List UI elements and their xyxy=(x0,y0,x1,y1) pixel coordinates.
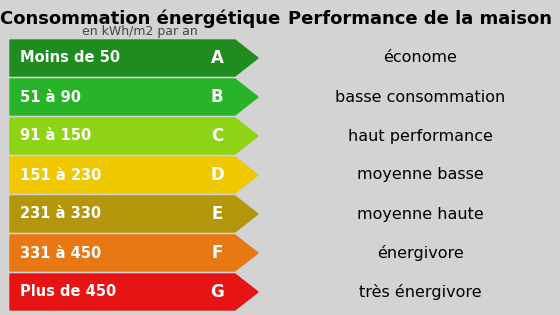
Polygon shape xyxy=(10,157,258,193)
Polygon shape xyxy=(10,274,258,310)
Text: Performance de la maison: Performance de la maison xyxy=(288,10,552,28)
Text: moyenne basse: moyenne basse xyxy=(357,168,483,182)
Text: haut performance: haut performance xyxy=(348,129,492,144)
Text: très énergivore: très énergivore xyxy=(359,284,481,300)
Text: D: D xyxy=(210,166,224,184)
Text: énergivore: énergivore xyxy=(377,245,463,261)
Text: Plus de 450: Plus de 450 xyxy=(20,284,116,300)
Text: 331 à 450: 331 à 450 xyxy=(20,245,101,261)
Polygon shape xyxy=(10,118,258,154)
Text: en kWh/m2 par an: en kWh/m2 par an xyxy=(82,25,198,38)
Text: Moins de 50: Moins de 50 xyxy=(20,50,120,66)
Text: G: G xyxy=(210,283,224,301)
Polygon shape xyxy=(10,235,258,271)
Text: économe: économe xyxy=(383,50,457,66)
Text: C: C xyxy=(211,127,223,145)
Text: moyenne haute: moyenne haute xyxy=(357,207,483,221)
Text: E: E xyxy=(211,205,223,223)
Text: 151 à 230: 151 à 230 xyxy=(20,168,101,182)
Polygon shape xyxy=(10,196,258,232)
Text: 91 à 150: 91 à 150 xyxy=(20,129,91,144)
Text: A: A xyxy=(211,49,223,67)
Text: basse consommation: basse consommation xyxy=(335,89,505,105)
Text: B: B xyxy=(211,88,223,106)
Polygon shape xyxy=(10,79,258,115)
Polygon shape xyxy=(10,40,258,76)
Text: 231 à 330: 231 à 330 xyxy=(20,207,101,221)
Text: 51 à 90: 51 à 90 xyxy=(20,89,81,105)
Text: Consommation énergétique: Consommation énergétique xyxy=(0,10,280,28)
Text: F: F xyxy=(211,244,223,262)
